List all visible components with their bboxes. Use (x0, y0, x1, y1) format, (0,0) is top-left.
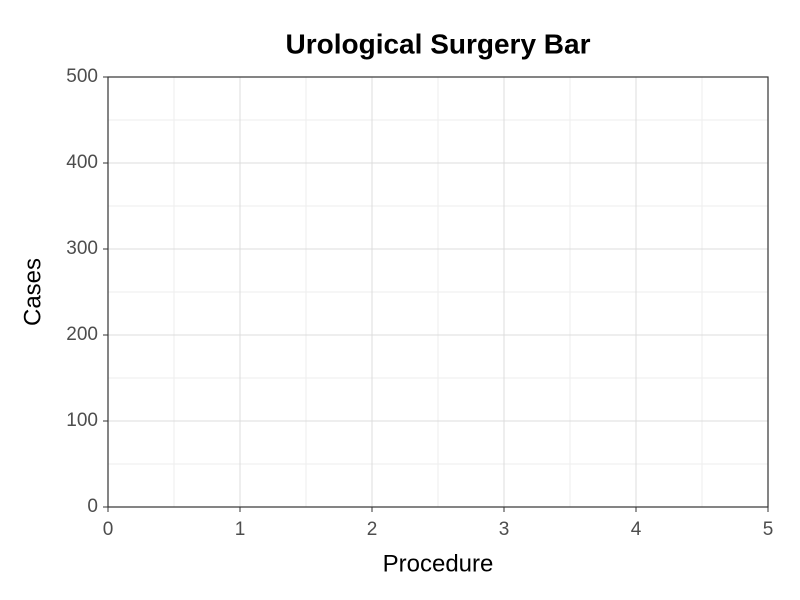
x-tick-label: 3 (499, 519, 510, 540)
y-tick-label: 400 (66, 152, 98, 173)
y-tick-label: 200 (66, 324, 98, 345)
x-tick-label: 5 (763, 519, 774, 540)
chart-title: Urological Surgery Bar (286, 28, 591, 59)
y-axis-label: Cases (19, 258, 46, 326)
y-tick-label: 500 (66, 66, 98, 87)
y-tick-label: 100 (66, 410, 98, 431)
x-tick-label: 1 (235, 519, 246, 540)
plot-border (107, 76, 769, 508)
y-tick-label: 0 (87, 496, 98, 517)
x-tick-label: 2 (367, 519, 378, 540)
x-axis-label: Procedure (383, 550, 494, 577)
y-tick-label: 300 (66, 238, 98, 259)
x-tick-label: 0 (103, 519, 114, 540)
x-tick-label: 4 (631, 519, 642, 540)
